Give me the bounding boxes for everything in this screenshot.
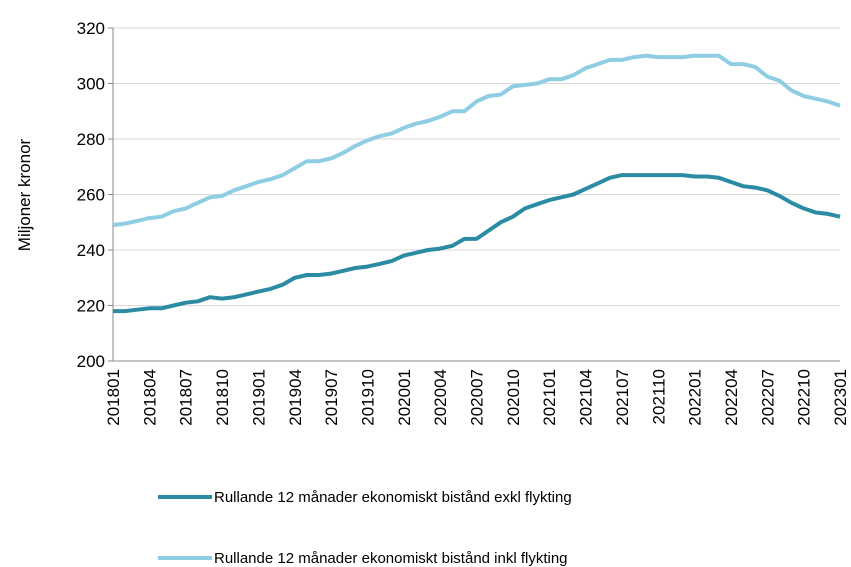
x-tick-label: 202104 — [577, 369, 596, 426]
x-tick-label: 201904 — [286, 369, 305, 426]
x-tick-label: 202204 — [722, 369, 741, 426]
x-tick-label: 202210 — [795, 369, 814, 426]
x-tick-label: 201910 — [358, 369, 377, 426]
y-tick-label: 200 — [77, 352, 105, 371]
x-tick-label: 201804 — [140, 369, 159, 426]
y-tick-label: 260 — [77, 186, 105, 205]
y-tick-label: 240 — [77, 241, 105, 260]
x-tick-label: 201807 — [177, 369, 196, 426]
legend-label: Rullande 12 månader ekonomiskt bistånd i… — [214, 550, 568, 567]
x-tick-label: 202010 — [504, 369, 523, 426]
legend-label: Rullande 12 månader ekonomiskt bistånd e… — [214, 489, 572, 506]
x-tick-label: 202107 — [613, 369, 632, 426]
x-tick-label: 202004 — [431, 369, 450, 426]
series-line — [113, 173, 841, 314]
x-tick-label: 202110 — [649, 369, 668, 424]
x-tick-label: 202001 — [395, 369, 414, 426]
y-tick-label: 280 — [77, 130, 105, 149]
x-tick-label: 201901 — [249, 369, 268, 426]
x-tick-label: 201907 — [322, 369, 341, 426]
y-tick-label: 320 — [77, 19, 105, 38]
x-tick-label: 202101 — [540, 369, 559, 426]
x-tick-label: 202207 — [758, 369, 777, 426]
x-tick-label: 201810 — [213, 369, 232, 426]
y-tick-label: 300 — [77, 75, 105, 94]
x-tick-label: 201801 — [104, 369, 123, 426]
x-tick-label: 202007 — [468, 369, 487, 426]
y-tick-label: 220 — [77, 297, 105, 316]
series-line — [112, 53, 841, 227]
x-tick-label: 202201 — [686, 369, 705, 426]
x-tick-label: 202301 — [831, 369, 850, 426]
y-axis-label: Miljoner kronor — [15, 138, 34, 251]
